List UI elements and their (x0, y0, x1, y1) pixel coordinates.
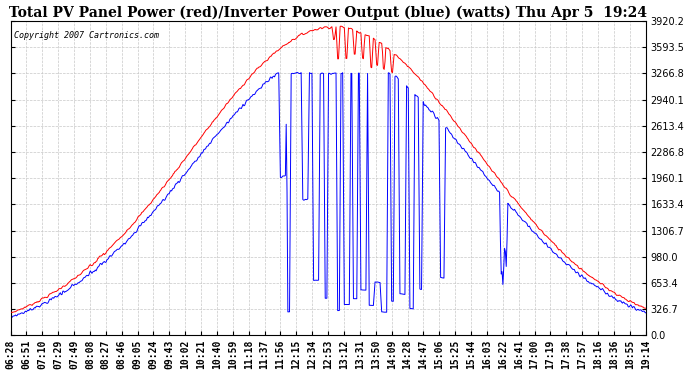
Title: Total PV Panel Power (red)/Inverter Power Output (blue) (watts) Thu Apr 5  19:24: Total PV Panel Power (red)/Inverter Powe… (9, 6, 647, 20)
Text: Copyright 2007 Cartronics.com: Copyright 2007 Cartronics.com (14, 30, 159, 39)
